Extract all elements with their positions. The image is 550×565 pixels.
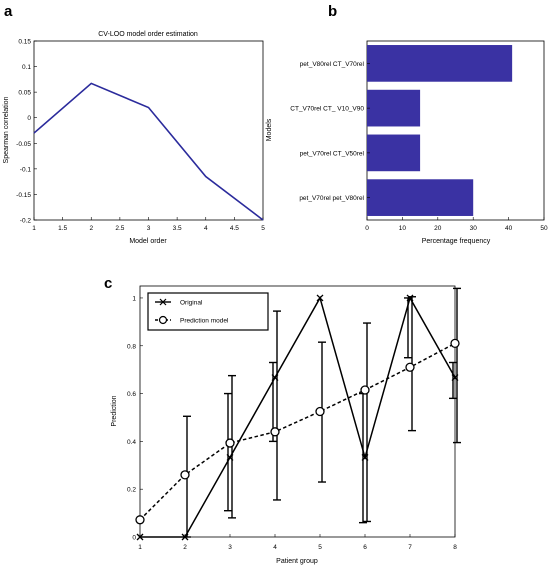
- original-point-stroke: [406, 294, 414, 302]
- chart-a-xlabel: Model order: [129, 238, 167, 245]
- chart-a-ytick-label: 0.1: [22, 64, 31, 71]
- chart-b-category-label: pet_V70rel pet_V80rel: [299, 195, 364, 202]
- chart-c-legend: Original Prediction model: [147, 292, 269, 331]
- chart-a-series-line: [33, 82, 264, 221]
- prediction-error-bar: [273, 310, 281, 501]
- chart-c-xtick-label: 7: [408, 544, 412, 551]
- original-point-stroke: [271, 374, 279, 382]
- chart-b-bar: [367, 179, 474, 216]
- original-point-marker: [136, 533, 144, 541]
- chart-c-xtick-label: 1: [138, 544, 142, 551]
- original-point-marker: [316, 294, 324, 302]
- chart-c-xtick-label: 3: [228, 544, 232, 551]
- chart-a-ylabel: Spearman correlation: [3, 96, 10, 163]
- chart-b-category-label: CT_V70rel CT_ V10_V90: [290, 106, 364, 113]
- prediction-point-marker: [180, 470, 190, 480]
- legend-prediction-marker: [158, 315, 168, 325]
- chart-a-xtick-label: 3.5: [173, 225, 182, 232]
- chart-b-ylabel: Models: [266, 118, 273, 141]
- panel-a-letter: a: [4, 3, 13, 20]
- prediction-point-marker: [450, 338, 460, 349]
- prediction-error-bar: [363, 322, 371, 523]
- prediction-point-marker: [270, 427, 280, 437]
- chart-c-ylabel: Prediction: [111, 395, 118, 426]
- chart-b-bar: [367, 134, 421, 172]
- original-point-stroke: [226, 453, 234, 461]
- prediction-error-bar: [453, 287, 461, 444]
- chart-a-ytick-label: -0.1: [20, 166, 32, 173]
- chart-c-ytick-label: 1: [132, 295, 136, 302]
- original-point-marker: [361, 453, 369, 461]
- original-point-stroke: [451, 374, 459, 382]
- chart-a-xtick-label: 2: [89, 225, 93, 232]
- chart-b-xtick-label: 30: [470, 225, 478, 232]
- chart-b-xtick-label: 50: [540, 225, 548, 232]
- chart-c-xtick-label: 6: [363, 544, 367, 551]
- chart-a-ytick-label: -0.15: [16, 192, 31, 199]
- chart-c-ytick-label: 0.4: [127, 439, 136, 446]
- prediction-series-line: [139, 342, 456, 521]
- chart-b-xtick-label: 10: [399, 225, 407, 232]
- legend-original-label: Original: [180, 300, 203, 307]
- chart-a: CV-LOO model order estimation 1 1.5 2 2.5 3 3…: [3, 31, 265, 245]
- chart-a-xtick-label: 1: [32, 225, 36, 232]
- original-error-bar: [224, 392, 232, 512]
- chart-a-xtick-label: 3: [147, 225, 151, 232]
- original-point-marker: [451, 374, 459, 382]
- prediction-point-marker: [360, 385, 370, 395]
- chart-b-xlabel: Percentage frequency: [422, 238, 491, 245]
- panel-c-letter: c: [104, 275, 112, 292]
- original-point-marker: [181, 533, 189, 541]
- chart-b-category-label: pet_V70rel CT_V50rel: [300, 150, 365, 157]
- chart-a-ytick-label: -0.05: [16, 141, 31, 148]
- chart-a-xtick-label: 4: [204, 225, 208, 232]
- chart-c-legend-box: [147, 292, 269, 331]
- chart-c-ytick-label: 0.8: [127, 343, 136, 350]
- chart-b-plot-frame: [366, 40, 545, 221]
- original-point-stroke: [136, 533, 144, 541]
- chart-c-plot-frame: [139, 285, 456, 538]
- chart-a-ytick-label: 0.15: [18, 39, 31, 46]
- chart-b-category-label: pet_V80rel CT_V70rel: [300, 61, 365, 68]
- chart-a-xtick-label: 5: [261, 225, 265, 232]
- chart-b-bar: [367, 45, 513, 82]
- legend-original-marker: [159, 298, 167, 306]
- chart-c-xtick-label: 8: [453, 544, 457, 551]
- chart-b-xtick-label: 40: [505, 225, 513, 232]
- chart-a-xtick-label: 2.5: [115, 225, 124, 232]
- chart-b-bar: [367, 89, 421, 127]
- prediction-point-marker: [135, 515, 145, 525]
- original-series-line: [140, 296, 456, 538]
- original-point-marker: [226, 453, 234, 461]
- prediction-point-marker: [405, 362, 415, 372]
- prediction-point-marker: [225, 438, 235, 448]
- chart-a-ytick-label: -0.2: [20, 218, 32, 225]
- chart-a-xtick-label: 1.5: [58, 225, 67, 232]
- original-point-marker: [271, 374, 279, 382]
- chart-b: pet_V80rel CT_V70rel CT_V70rel CT_ V10_V9…: [266, 40, 548, 245]
- chart-c-xtick-label: 2: [183, 544, 187, 551]
- chart-a-title: CV-LOO model order estimation: [98, 31, 198, 38]
- chart-c-xlabel: Patient group: [276, 558, 318, 565]
- chart-c-ytick-label: 0.2: [127, 487, 136, 494]
- chart-c-xtick-label: 4: [273, 544, 277, 551]
- original-point-stroke: [181, 533, 189, 541]
- chart-c-ytick-label: 0: [132, 535, 136, 542]
- original-point-stroke: [361, 453, 369, 461]
- chart-c-xtick-label: 5: [318, 544, 322, 551]
- chart-b-xtick-label: 0: [365, 225, 369, 232]
- chart-c: 1 2 3 4 5 6 7 8 0 0.2 0.4 0.6 0.8 1 Original Predict…: [111, 285, 461, 565]
- prediction-point-marker: [315, 406, 325, 417]
- chart-a-xtick-label: 4.5: [230, 225, 239, 232]
- chart-a-ytick-label: 0.05: [18, 90, 31, 97]
- chart-c-ytick-label: 0.6: [127, 391, 136, 398]
- chart-a-ytick-label: 0: [27, 115, 31, 122]
- panel-b-letter: b: [328, 3, 337, 20]
- original-point-stroke: [316, 294, 324, 302]
- legend-prediction-label: Prediction model: [180, 318, 229, 325]
- chart-b-xtick-label: 20: [434, 225, 442, 232]
- original-point-marker: [406, 294, 414, 302]
